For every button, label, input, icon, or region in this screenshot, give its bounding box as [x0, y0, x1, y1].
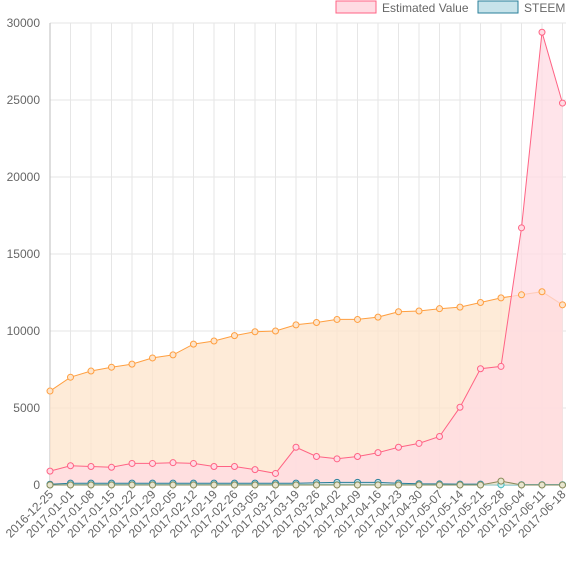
data-point	[313, 453, 320, 461]
series-layer	[46, 28, 566, 489]
y-axis-ticks: 0 5000 10000 15000 20000 25000 30000	[7, 16, 41, 492]
data-point	[251, 328, 259, 336]
legend-swatch-steem	[477, 0, 519, 14]
data-point	[538, 481, 546, 489]
data-point	[87, 367, 95, 375]
y-tick-label: 10000	[7, 324, 41, 338]
data-point	[46, 481, 54, 489]
data-point	[436, 305, 443, 313]
data-point	[231, 481, 238, 489]
data-point	[210, 463, 218, 471]
data-point	[108, 481, 115, 489]
data-point	[456, 481, 464, 489]
data-point	[292, 443, 300, 451]
data-point	[67, 373, 74, 381]
legend-label-estimated-value: Estimated Value	[382, 1, 469, 15]
data-point	[169, 481, 177, 489]
data-point	[67, 481, 74, 489]
series-area	[50, 481, 563, 485]
data-point	[67, 462, 74, 470]
data-point	[477, 299, 484, 307]
data-point	[149, 481, 156, 489]
legend[interactable]: Estimated Value STEEM	[335, 0, 565, 15]
data-point	[190, 481, 197, 489]
data-point	[128, 360, 136, 368]
data-point	[251, 466, 259, 474]
data-point	[538, 28, 546, 36]
data-point	[190, 459, 197, 467]
data-point	[333, 315, 341, 323]
data-point	[272, 469, 279, 477]
x-axis-ticks: 2016-12-252017-01-012017-01-082017-01-15…	[3, 487, 566, 541]
y-tick-label: 15000	[7, 247, 41, 261]
data-point	[415, 307, 423, 315]
data-point	[231, 332, 238, 340]
data-point	[477, 365, 484, 373]
legend-item-estimated-value[interactable]: Estimated Value	[335, 0, 469, 15]
data-point	[149, 459, 156, 467]
data-point	[354, 315, 361, 323]
data-point	[333, 481, 341, 489]
data-point	[456, 403, 464, 411]
data-point	[497, 477, 505, 485]
data-point	[538, 288, 546, 296]
data-point	[210, 481, 218, 489]
data-point	[272, 327, 279, 335]
data-point	[518, 224, 525, 232]
y-tick-label: 5000	[13, 401, 40, 415]
data-point	[313, 319, 320, 327]
data-point	[251, 481, 259, 489]
data-point	[456, 303, 464, 311]
data-point	[559, 99, 566, 107]
data-point	[333, 455, 341, 463]
data-point	[374, 313, 382, 321]
data-point	[477, 481, 484, 489]
data-point	[559, 301, 566, 309]
data-point	[497, 362, 505, 370]
data-point	[436, 481, 443, 489]
data-point	[415, 439, 423, 447]
data-point	[292, 481, 300, 489]
legend-item-steem[interactable]: STEEM	[477, 0, 565, 15]
data-point	[518, 481, 525, 489]
data-point	[497, 294, 505, 302]
data-point	[272, 481, 279, 489]
data-point	[210, 337, 218, 345]
data-point	[354, 453, 361, 461]
data-point	[374, 481, 382, 489]
data-point	[395, 308, 402, 316]
data-point	[169, 351, 177, 359]
series-area	[50, 32, 563, 485]
data-point	[87, 463, 95, 471]
data-point	[395, 481, 402, 489]
data-point	[190, 340, 197, 348]
y-tick-label: 20000	[7, 170, 41, 184]
data-point	[292, 321, 300, 329]
y-tick-label: 0	[33, 478, 40, 492]
data-point	[46, 387, 54, 395]
data-point	[169, 459, 177, 467]
y-tick-label: 25000	[7, 93, 41, 107]
data-point	[149, 354, 156, 362]
data-point	[518, 291, 525, 299]
data-point	[374, 449, 382, 457]
data-point	[128, 459, 136, 467]
legend-swatch-estimated-value	[335, 0, 377, 14]
data-point	[108, 463, 115, 471]
data-point	[46, 467, 54, 475]
data-point	[108, 363, 115, 371]
data-point	[395, 443, 402, 451]
y-tick-label: 30000	[7, 16, 41, 30]
data-point	[354, 481, 361, 489]
data-point	[128, 481, 136, 489]
data-point	[231, 463, 238, 471]
data-point	[559, 481, 566, 489]
series-area	[50, 291, 563, 485]
legend-label-steem: STEEM	[524, 1, 565, 15]
data-point	[415, 481, 423, 489]
data-point	[87, 481, 95, 489]
data-point	[436, 432, 443, 440]
data-point	[313, 481, 320, 489]
